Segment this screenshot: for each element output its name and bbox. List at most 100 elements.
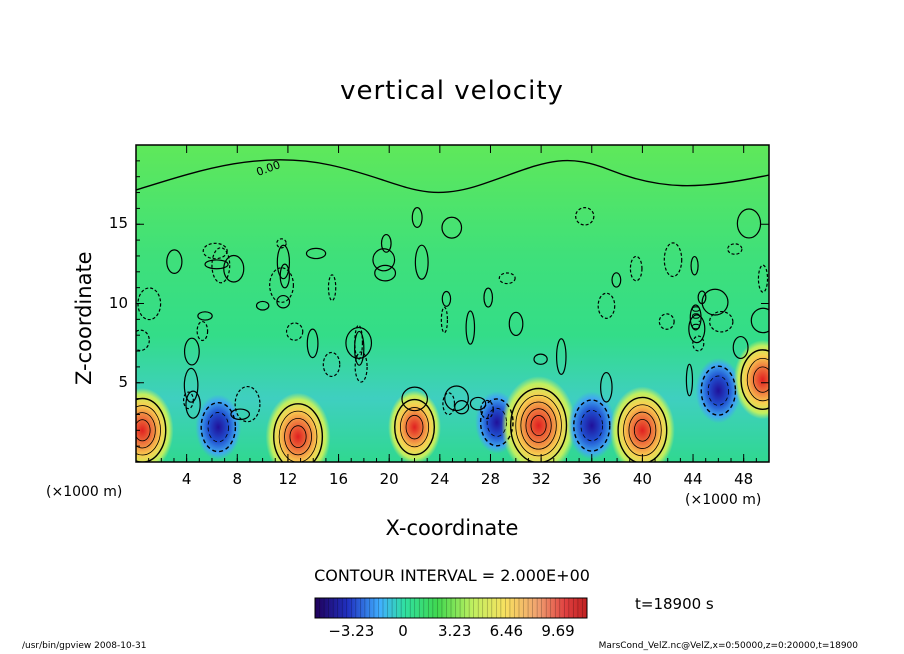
- contour-line: [269, 267, 295, 303]
- contour-line: [405, 414, 424, 440]
- contour-line: [444, 385, 469, 412]
- updraft-cell: [733, 339, 769, 420]
- contour-line: [628, 411, 657, 449]
- footer-left: /usr/bin/gpview 2008-10-31: [22, 641, 147, 651]
- contour-line: [600, 371, 613, 403]
- contour-line: [136, 419, 151, 442]
- contour-line: [515, 394, 562, 457]
- contour-line: [196, 320, 209, 342]
- downdraft-cell: [695, 358, 742, 424]
- contour-line: [136, 159, 769, 194]
- contour-line: [306, 328, 319, 359]
- contour-line: [234, 385, 261, 423]
- contour-line: [440, 306, 449, 334]
- contour-line: [525, 408, 552, 443]
- contour-line: [692, 335, 705, 352]
- contour-line: [278, 410, 318, 462]
- downdraft-cell: [567, 391, 616, 460]
- x-tick-label: 40: [632, 470, 652, 488]
- contour-line: [211, 247, 231, 284]
- contour-line: [399, 407, 430, 448]
- contour-line: [305, 247, 327, 260]
- colorbar: [314, 597, 588, 619]
- x-tick-label: 8: [232, 470, 243, 488]
- x-unit-label: (×1000 m): [685, 492, 762, 508]
- contour-line: [573, 399, 611, 452]
- contour-line: [401, 386, 429, 412]
- contour-line: [200, 401, 237, 453]
- contour-line: [183, 337, 200, 366]
- contour-line: [136, 397, 167, 462]
- contour-line: [136, 329, 150, 352]
- time-label: t=18900 s: [635, 595, 714, 613]
- updraft-cell: [388, 390, 441, 462]
- contour-line: [354, 330, 365, 366]
- contour-line: [575, 207, 595, 226]
- contour-line: [700, 365, 737, 416]
- colorbar-tick-label: 9.69: [541, 622, 575, 640]
- contour-line: [555, 338, 567, 375]
- contour-interval-label: CONTOUR INTERVAL = 2.000E+00: [314, 566, 590, 585]
- colorbar-tick-label: 6.46: [489, 622, 524, 640]
- downdraft-cell: [195, 394, 242, 460]
- contour-line: [380, 233, 392, 253]
- x-axis-label: X-coordinate: [385, 516, 519, 540]
- contour-line: [166, 249, 183, 274]
- contour-line: [276, 244, 291, 280]
- contour-line: [479, 398, 514, 447]
- contour-line: [753, 366, 769, 393]
- x-tick-label: 44: [683, 470, 703, 488]
- x-tick-label: 24: [430, 470, 450, 488]
- contour-line: [732, 335, 749, 360]
- footer-right: MarsCond_VelZ.nc@VelZ,x=0:50000,z=0:2000…: [598, 641, 858, 651]
- contour-line: [727, 243, 743, 255]
- contour-line: [520, 401, 557, 450]
- contour-line: [136, 405, 161, 456]
- x-tick-label: 48: [734, 470, 754, 488]
- x-tick-label: 4: [181, 470, 192, 488]
- contour-line: [629, 255, 643, 282]
- x-tick-label: 20: [379, 470, 399, 488]
- contour-line: [707, 375, 730, 406]
- x-tick-label: 12: [278, 470, 298, 488]
- contour-line: [530, 415, 547, 437]
- contour-line: [709, 310, 734, 333]
- y-tick-label: 10: [108, 293, 128, 312]
- contour-line: [185, 390, 201, 419]
- contour-line: [327, 274, 337, 302]
- contour-line: [498, 272, 516, 285]
- contour-line: [441, 290, 452, 307]
- contour-line: [633, 418, 651, 442]
- x-tick-label: 16: [329, 470, 349, 488]
- x-tick-label: 36: [582, 470, 602, 488]
- contour-line: [322, 351, 341, 378]
- contour-line: [465, 310, 476, 345]
- contour-label: 0.00: [690, 306, 703, 331]
- contour-line: [690, 255, 699, 276]
- y-tick-label: 15: [108, 214, 128, 233]
- contour-line: [276, 294, 291, 309]
- contour-line: [441, 216, 463, 239]
- contour-line: [597, 292, 616, 319]
- contour-line: [469, 396, 487, 411]
- contour-line: [480, 399, 494, 420]
- updraft-cell: [265, 392, 331, 462]
- y-axis-label: Z-coordinate: [72, 251, 96, 385]
- contour-line: [685, 363, 694, 397]
- contour-line: [658, 313, 675, 330]
- contour-line: [136, 412, 156, 449]
- colorbar-tick-label: 0: [398, 622, 408, 640]
- contour-line: [663, 242, 683, 278]
- contour-line: [372, 248, 396, 272]
- contour-line: [289, 425, 307, 448]
- contour-line: [611, 272, 622, 288]
- contour-line: [688, 314, 706, 344]
- contour-line: [202, 242, 228, 260]
- contour-line: [757, 264, 769, 293]
- contour-line: [617, 396, 668, 462]
- contour-line: [223, 254, 245, 283]
- contour-line: [394, 398, 436, 456]
- contour-line: [255, 300, 270, 311]
- contour-line: [207, 412, 229, 443]
